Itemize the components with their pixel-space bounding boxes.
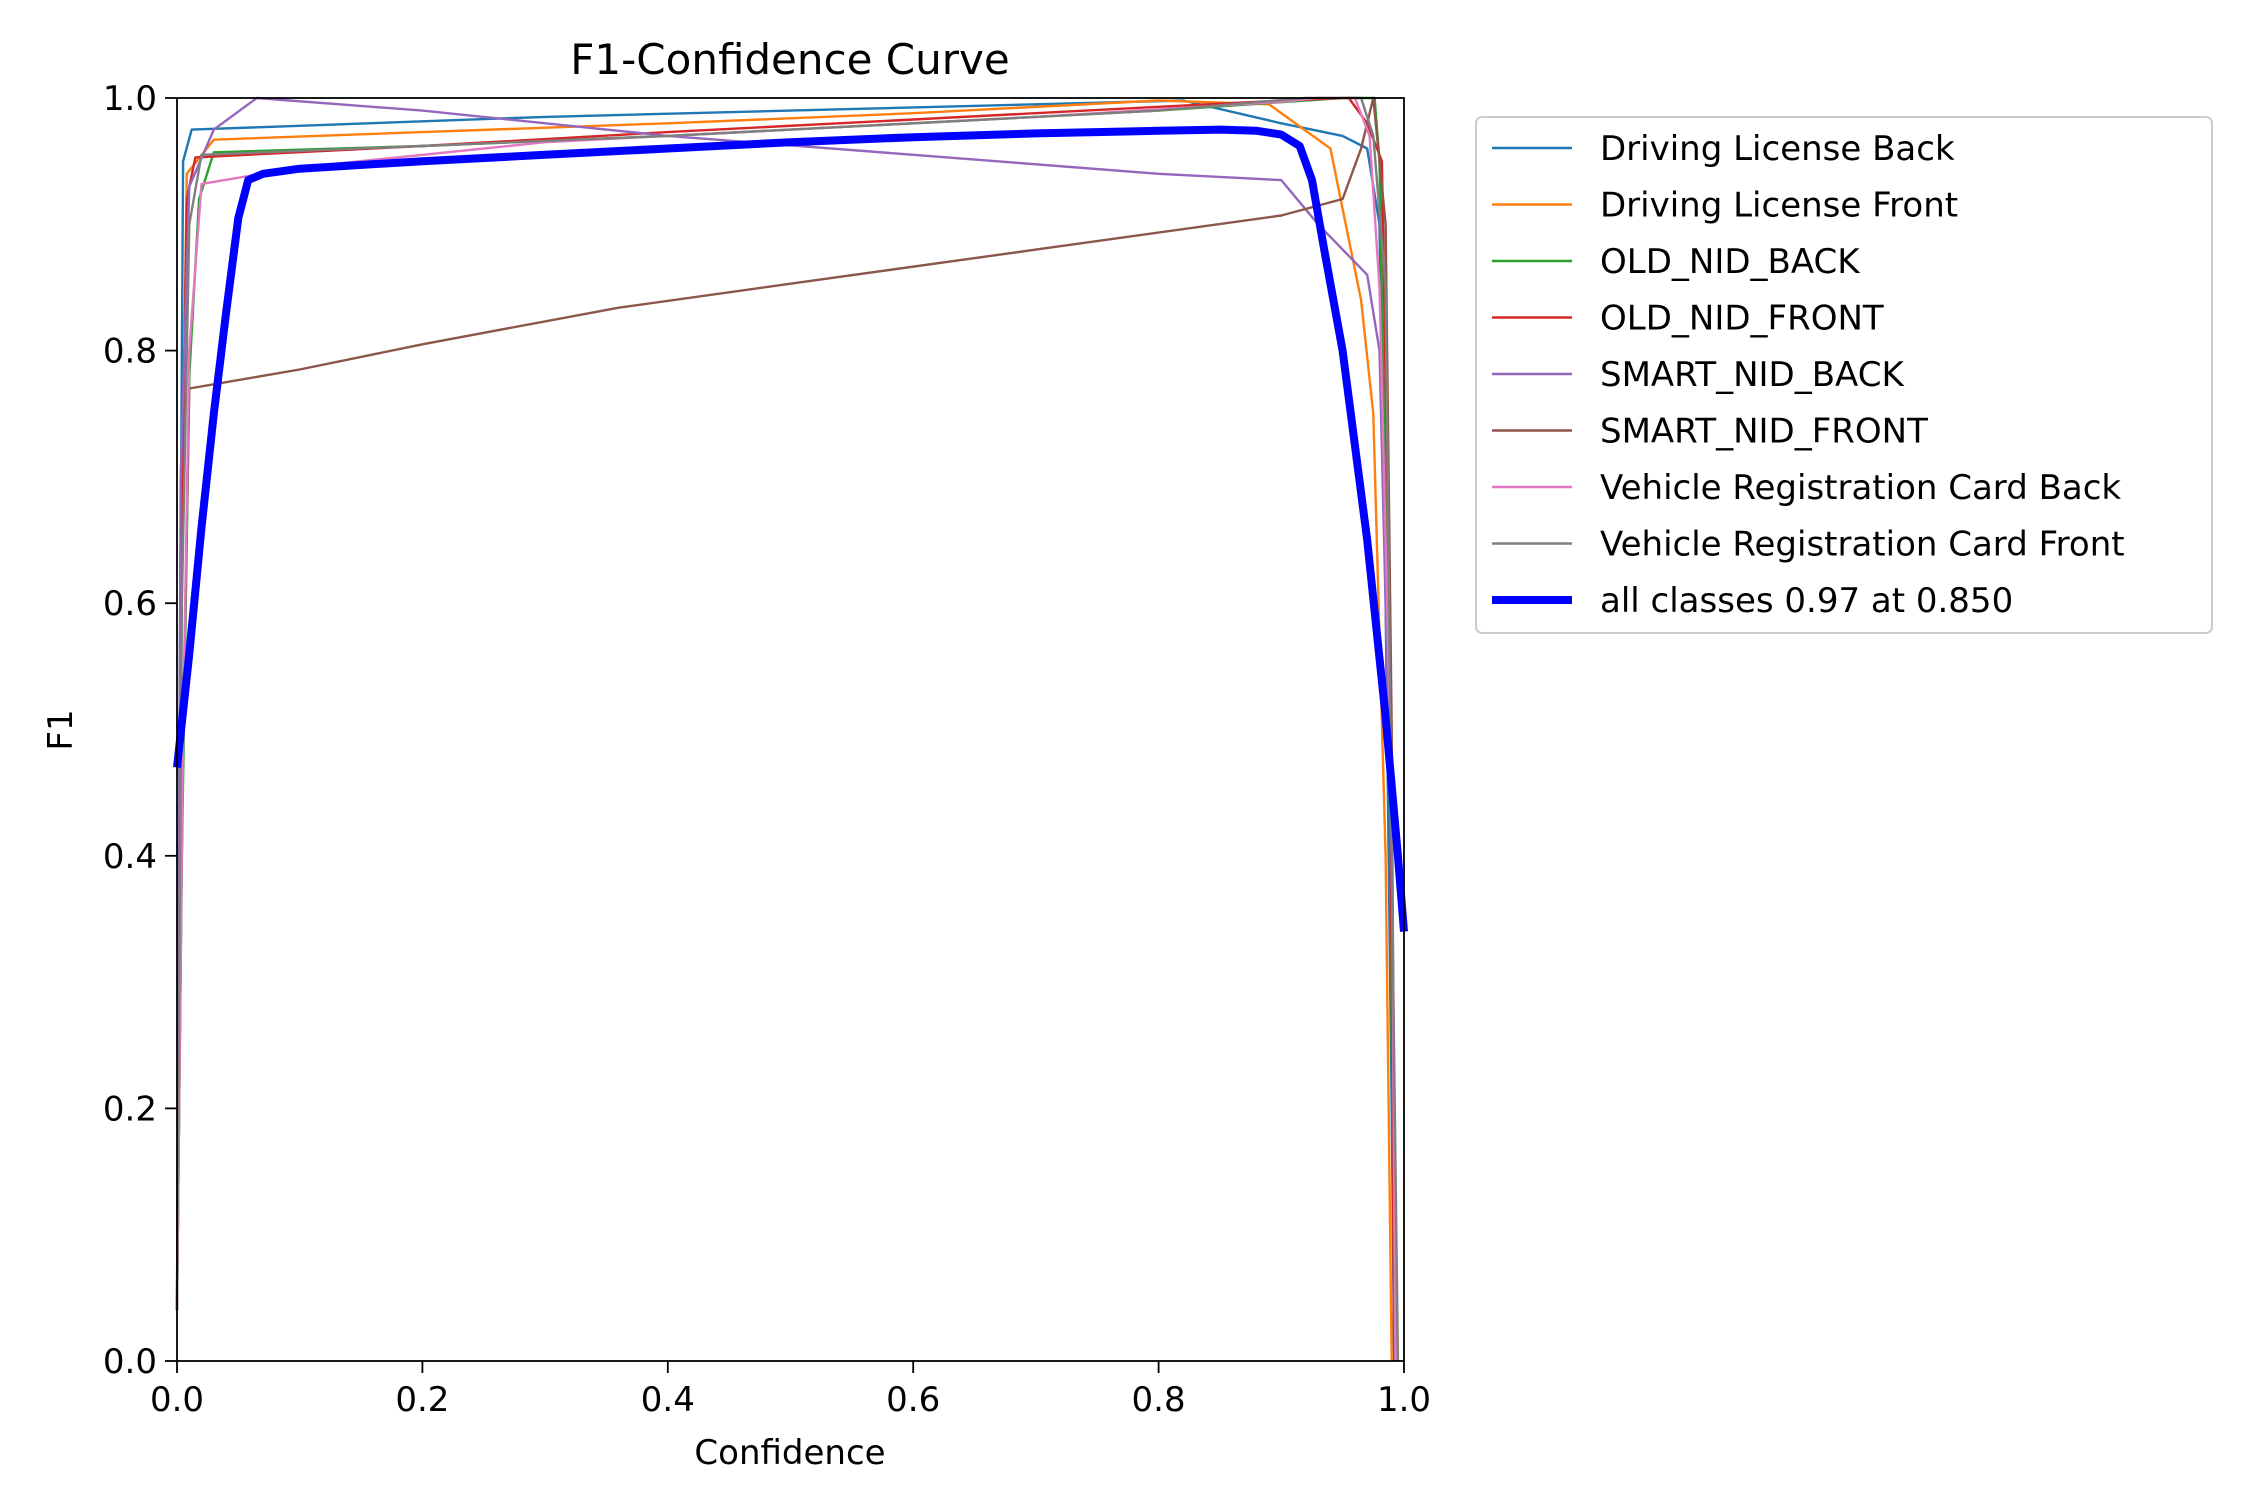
x-tick-label: 1.0 bbox=[1377, 1380, 1431, 1420]
chart-title: F1-Confidence Curve bbox=[570, 35, 1009, 84]
series-line-5 bbox=[175, 96, 1397, 1362]
legend-label-1: Driving License Front bbox=[1600, 186, 1958, 226]
plot-area bbox=[177, 98, 1404, 1361]
x-axis-label: Confidence bbox=[694, 1433, 885, 1473]
series-line-1 bbox=[175, 99, 1393, 1362]
y-tick-label: 0.8 bbox=[103, 332, 157, 372]
legend-label-2: OLD_NID_BACK bbox=[1600, 242, 1861, 282]
legend-box bbox=[1475, 116, 2213, 634]
series-line-8 bbox=[173, 125, 1408, 932]
x-tick-label: 0.0 bbox=[150, 1380, 204, 1420]
series-layer bbox=[173, 96, 1408, 1362]
y-tick-label: 0.4 bbox=[103, 837, 157, 877]
x-axis: 0.0 0.2 0.4 0.6 0.8 1.0 bbox=[150, 1361, 1431, 1420]
y-axis: 0.0 0.2 0.4 0.6 0.8 1.0 bbox=[103, 79, 177, 1382]
y-axis-label: F1 bbox=[41, 709, 81, 750]
x-tick-label: 0.6 bbox=[886, 1380, 940, 1420]
y-tick-label: 0.2 bbox=[103, 1089, 157, 1129]
legend-label-0: Driving License Back bbox=[1600, 129, 1955, 169]
legend-label-3: OLD_NID_FRONT bbox=[1600, 299, 1884, 339]
y-tick-label: 0.6 bbox=[103, 584, 157, 624]
legend-label-4: SMART_NID_BACK bbox=[1600, 355, 1905, 395]
legend-label-7: Vehicle Registration Card Front bbox=[1600, 525, 2125, 565]
legend-label-6: Vehicle Registration Card Back bbox=[1600, 468, 2121, 508]
legend-label-8: all classes 0.97 at 0.850 bbox=[1600, 581, 2013, 621]
x-tick-label: 0.8 bbox=[1132, 1380, 1186, 1420]
y-tick-label: 0.0 bbox=[103, 1342, 157, 1382]
series-line-4 bbox=[175, 96, 1397, 1362]
x-tick-label: 0.2 bbox=[395, 1380, 449, 1420]
legend: Driving License Back Driving License Fron… bbox=[1475, 116, 2213, 634]
y-tick-label: 1.0 bbox=[103, 79, 157, 119]
plot-frame bbox=[176, 97, 1405, 1362]
legend-label-5: SMART_NID_FRONT bbox=[1600, 412, 1928, 452]
series-line-7 bbox=[175, 96, 1400, 1362]
x-tick-label: 0.4 bbox=[641, 1380, 695, 1420]
